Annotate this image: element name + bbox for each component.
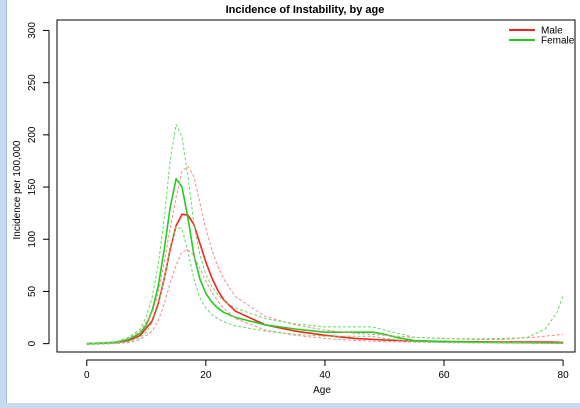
confidence-band-line [86,249,564,346]
legend-label-female: Female [541,36,575,47]
confidence-band-line [86,123,564,345]
x-tick-label: 60 [438,370,450,381]
y-tick-label: 100 [27,230,38,247]
x-axis-label: Age [313,385,331,396]
chart: Incidence of Instability, by age 0 20 40 60… [12,4,576,396]
x-tick-label: 40 [319,370,331,381]
y-tick-label: 50 [27,285,38,297]
y-tick-label: 300 [27,22,38,39]
confidence-band-line [86,165,564,345]
series-line-male [86,213,564,345]
chart-title: Incidence of Instability, by age [226,4,385,16]
x-tick-label: 80 [558,370,570,381]
y-tick-label: 200 [27,126,38,143]
plot-border [56,19,576,353]
y-axis: 0 50 100 150 200 250 300 [27,22,50,346]
series-line-female [86,177,564,345]
legend-label-male: Male [541,26,563,37]
chart-frame: Incidence of Instability, by age 0 20 40 60… [6,0,580,403]
y-tick-label: 0 [27,340,38,346]
y-axis-label: Incidence per 100,000 [12,140,23,239]
confidence-band-line [86,226,564,346]
series-layer [86,123,564,346]
plot-area [56,19,576,353]
y-tick-label: 250 [27,74,38,91]
y-tick-label: 150 [27,178,38,195]
x-tick-label: 0 [84,370,90,381]
x-tick-label: 20 [200,370,212,381]
x-axis: 0 20 40 60 80 [84,359,570,381]
